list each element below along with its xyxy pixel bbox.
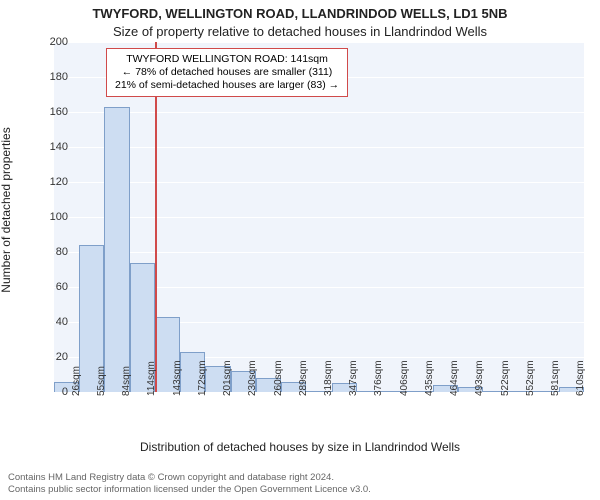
y-tick: 40 bbox=[28, 316, 68, 328]
footer-line2: Contains public sector information licen… bbox=[8, 484, 371, 496]
y-tick: 20 bbox=[28, 351, 68, 363]
x-tick: 522sqm bbox=[500, 360, 511, 396]
chart-subtitle: Size of property relative to detached ho… bbox=[0, 24, 600, 39]
x-tick: 84sqm bbox=[121, 366, 132, 396]
x-tick: 581sqm bbox=[550, 360, 561, 396]
annotation-line2: ← 78% of detached houses are smaller (31… bbox=[115, 66, 339, 79]
y-tick: 80 bbox=[28, 246, 68, 258]
y-axis-label: Number of detached properties bbox=[0, 127, 13, 292]
x-tick: 143sqm bbox=[172, 360, 183, 396]
x-tick: 464sqm bbox=[449, 360, 460, 396]
y-tick: 120 bbox=[28, 176, 68, 188]
y-tick: 140 bbox=[28, 141, 68, 153]
x-tick: 289sqm bbox=[298, 360, 309, 396]
x-tick: 347sqm bbox=[348, 360, 359, 396]
x-tick: 172sqm bbox=[197, 360, 208, 396]
x-tick: 318sqm bbox=[323, 360, 334, 396]
y-tick: 0 bbox=[28, 386, 68, 398]
x-axis-label: Distribution of detached houses by size … bbox=[0, 440, 600, 454]
footer-line1: Contains HM Land Registry data © Crown c… bbox=[8, 472, 371, 484]
attribution-footer: Contains HM Land Registry data © Crown c… bbox=[8, 472, 371, 496]
x-tick: 230sqm bbox=[247, 360, 258, 396]
x-tick: 552sqm bbox=[525, 360, 536, 396]
y-tick: 60 bbox=[28, 281, 68, 293]
x-tick: 55sqm bbox=[96, 366, 107, 396]
x-tick: 376sqm bbox=[373, 360, 384, 396]
x-tick: 610sqm bbox=[575, 360, 586, 396]
annotation-line1: TWYFORD WELLINGTON ROAD: 141sqm bbox=[115, 53, 339, 66]
x-tick: 493sqm bbox=[474, 360, 485, 396]
y-tick: 160 bbox=[28, 106, 68, 118]
y-tick: 180 bbox=[28, 71, 68, 83]
x-tick: 26sqm bbox=[71, 366, 82, 396]
x-tick: 201sqm bbox=[222, 360, 233, 396]
plot-area: TWYFORD WELLINGTON ROAD: 141sqm ← 78% of… bbox=[54, 42, 584, 392]
annotation-box: TWYFORD WELLINGTON ROAD: 141sqm ← 78% of… bbox=[106, 48, 348, 97]
x-tick: 114sqm bbox=[146, 361, 157, 396]
histogram-bar bbox=[104, 107, 129, 392]
property-size-chart: TWYFORD, WELLINGTON ROAD, LLANDRINDOD WE… bbox=[0, 0, 600, 500]
y-tick: 200 bbox=[28, 36, 68, 48]
chart-title-address: TWYFORD, WELLINGTON ROAD, LLANDRINDOD WE… bbox=[0, 6, 600, 21]
x-tick: 260sqm bbox=[273, 360, 284, 396]
x-tick: 406sqm bbox=[399, 360, 410, 396]
y-tick: 100 bbox=[28, 211, 68, 223]
annotation-line3: 21% of semi-detached houses are larger (… bbox=[115, 79, 339, 92]
x-tick: 435sqm bbox=[424, 360, 435, 396]
